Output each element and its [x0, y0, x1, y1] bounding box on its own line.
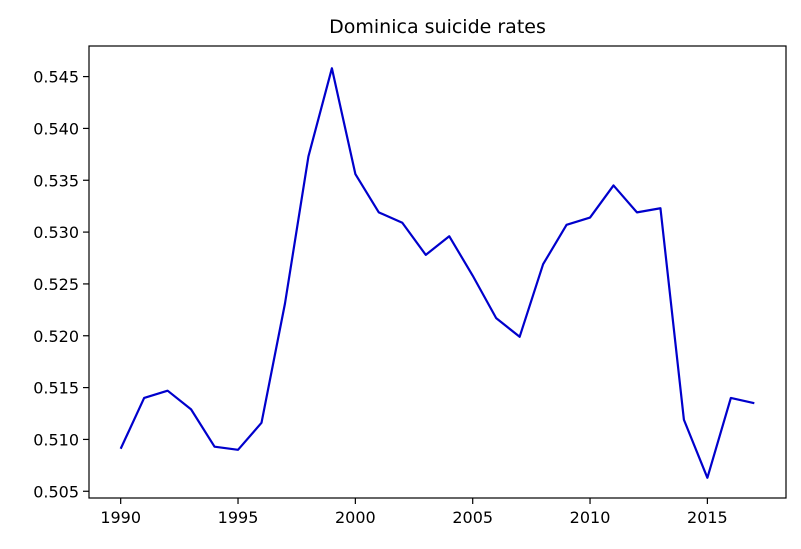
y-axis: 0.505 0.510 0.515 0.520 0.525 0.530 0.535 0.540…	[33, 68, 89, 501]
x-tick-label: 1995	[218, 508, 259, 527]
series-line	[119, 67, 755, 479]
y-tick-label: 0.545	[33, 68, 79, 87]
y-tick-label: 0.535	[33, 171, 79, 190]
x-axis: 1990 1995 2000 2005 2010 2015	[100, 498, 728, 527]
x-tick-label: 2015	[687, 508, 728, 527]
y-tick-label: 0.505	[33, 482, 79, 501]
y-tick-label: 0.540	[33, 119, 79, 138]
x-tick-label: 2000	[335, 508, 376, 527]
y-tick-label: 0.520	[33, 327, 79, 346]
plot-frame	[88, 45, 787, 499]
x-tick-label: 2010	[570, 508, 611, 527]
x-tick-label: 1990	[100, 508, 141, 527]
y-tick-label: 0.530	[33, 223, 79, 242]
x-tick-label: 2005	[452, 508, 493, 527]
y-tick-label: 0.515	[33, 379, 79, 398]
y-tick-label: 0.510	[33, 430, 79, 449]
y-tick-label: 0.525	[33, 275, 79, 294]
chart-title: Dominica suicide rates	[329, 16, 546, 38]
